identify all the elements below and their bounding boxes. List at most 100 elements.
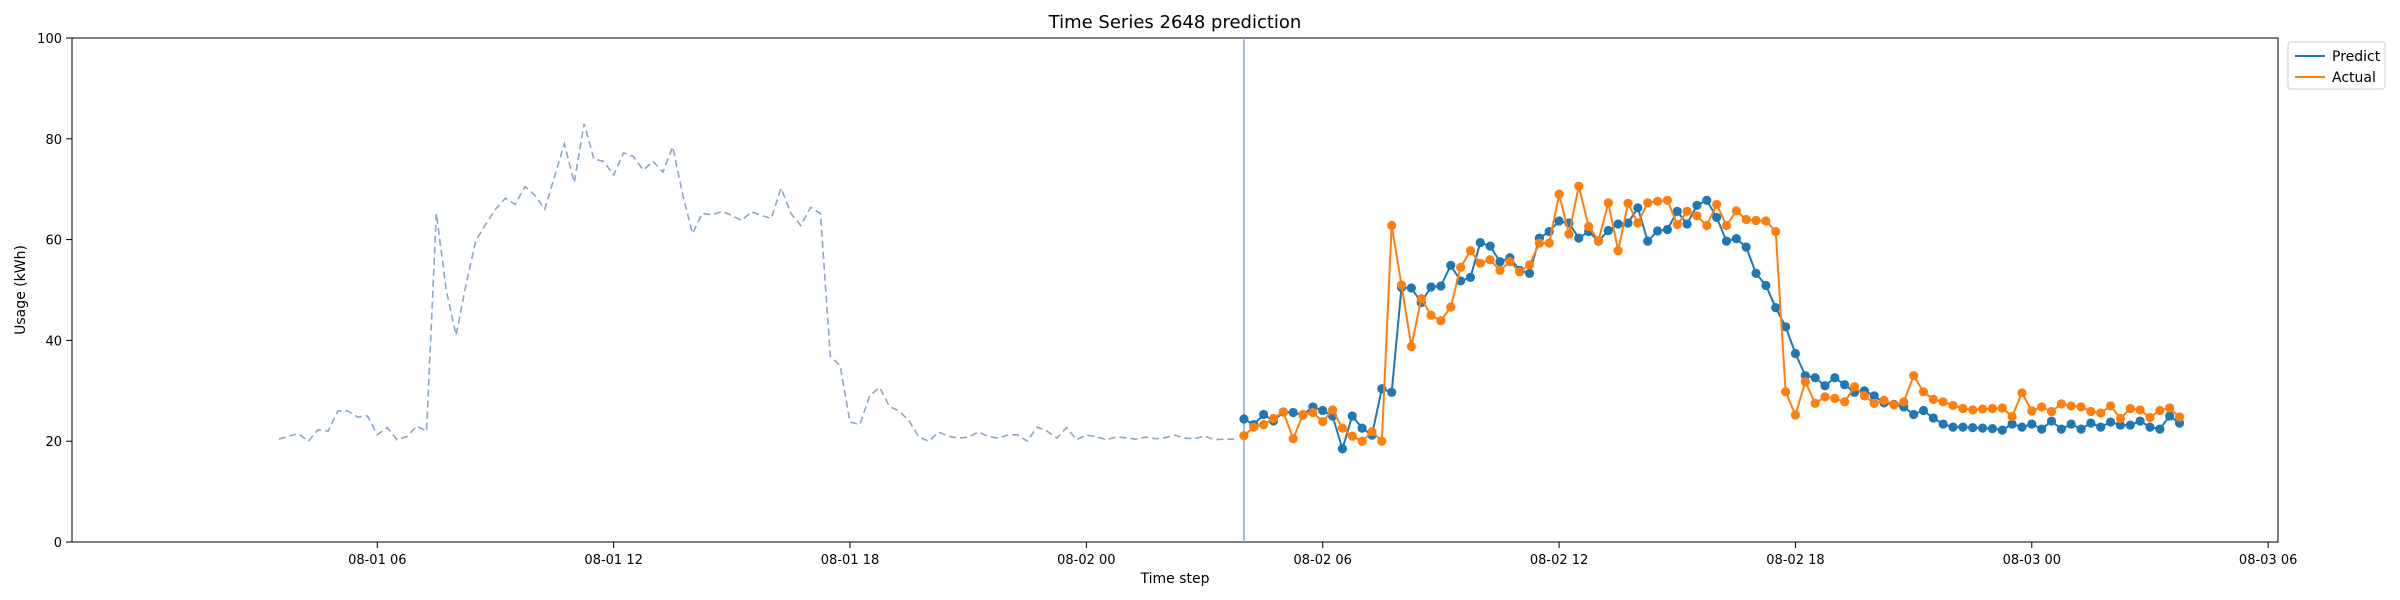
- data-point-predict: [1958, 422, 1968, 432]
- data-point-actual: [1426, 310, 1436, 320]
- data-point-predict: [1288, 407, 1298, 418]
- data-point-actual: [1544, 238, 1554, 248]
- data-point-predict: [1574, 233, 1584, 243]
- data-point-actual: [1682, 206, 1692, 216]
- data-point-predict: [2115, 420, 2126, 430]
- data-point-predict: [1751, 268, 1761, 278]
- data-point-predict: [1623, 218, 1633, 228]
- data-point-predict: [1869, 391, 1879, 401]
- data-point-actual: [1495, 265, 1505, 275]
- data-point-actual: [1475, 258, 1485, 268]
- x-tick-label: 08-01 06: [348, 553, 406, 568]
- data-point-predict: [1968, 422, 1978, 433]
- y-tick-label: 20: [45, 435, 62, 450]
- data-point-actual: [1751, 215, 1761, 226]
- data-point-actual: [1977, 404, 1988, 414]
- x-tick-label: 08-02 00: [1057, 553, 1115, 568]
- y-tick-label: 100: [37, 32, 62, 47]
- y-tick-label: 40: [45, 334, 62, 349]
- data-point-predict: [1662, 224, 1673, 235]
- legend-actual-label: Actual: [2332, 70, 2376, 86]
- data-point-actual: [1692, 211, 1702, 221]
- data-point-actual: [1367, 427, 1377, 437]
- data-point-actual: [2165, 403, 2175, 413]
- data-point-predict: [1347, 411, 1357, 421]
- data-point-predict: [2145, 422, 2155, 432]
- x-tick-label: 08-01 12: [584, 553, 642, 568]
- data-point-predict: [1436, 281, 1446, 291]
- data-point-actual: [1840, 397, 1850, 407]
- data-point-actual: [1416, 293, 1426, 304]
- data-point-actual: [1377, 436, 1387, 446]
- data-point-actual: [2017, 388, 2027, 398]
- data-point-actual: [1849, 382, 1860, 392]
- data-point-actual: [1672, 219, 1682, 230]
- data-point-predict: [1938, 419, 1948, 429]
- data-point-predict: [1721, 236, 1732, 246]
- data-point-predict: [1406, 283, 1416, 293]
- data-point-actual: [2007, 411, 2017, 422]
- data-point-predict: [2165, 411, 2175, 421]
- data-point-predict: [2135, 416, 2145, 426]
- data-point-predict: [1948, 422, 1958, 432]
- chart-title: Time Series 2648 prediction: [1048, 12, 1302, 33]
- data-point-actual: [1918, 387, 1929, 397]
- data-point-actual: [1958, 403, 1968, 414]
- data-point-actual: [1327, 405, 1338, 415]
- plot-area: [71, 37, 2279, 543]
- data-point-actual: [1633, 218, 1643, 228]
- data-point-actual: [1712, 199, 1722, 209]
- data-point-actual: [1790, 410, 1801, 420]
- data-point-actual: [1308, 407, 1318, 418]
- data-point-actual: [1938, 397, 1948, 407]
- data-point-actual: [1741, 214, 1751, 225]
- data-point-actual: [1771, 226, 1781, 237]
- data-point-actual: [2076, 402, 2086, 412]
- data-point-actual: [2086, 406, 2096, 417]
- data-point-actual: [1347, 431, 1357, 441]
- data-point-actual: [2096, 408, 2106, 418]
- data-point-predict: [1820, 381, 1830, 391]
- data-point-actual: [1396, 280, 1407, 290]
- data-point-actual: [2046, 406, 2057, 417]
- data-point-actual: [1869, 398, 1879, 408]
- data-point-actual: [1780, 387, 1791, 397]
- data-point-actual: [1259, 419, 1269, 430]
- data-point-predict: [1337, 444, 1348, 454]
- data-point-actual: [1465, 246, 1476, 256]
- data-point-actual: [1524, 260, 1535, 270]
- data-point-actual: [2115, 413, 2126, 424]
- data-point-predict: [1987, 424, 1997, 434]
- data-point-predict: [2007, 419, 2017, 429]
- data-point-predict: [1741, 242, 1751, 252]
- data-point-predict: [1603, 225, 1613, 236]
- data-point-actual: [1613, 246, 1623, 256]
- data-point-predict: [1840, 380, 1850, 390]
- plot-frame: [71, 37, 2279, 543]
- data-point-predict: [1682, 219, 1692, 229]
- data-point-actual: [1830, 393, 1840, 403]
- data-point-actual: [1436, 316, 1446, 326]
- data-point-predict: [1830, 373, 1840, 383]
- data-point-predict: [1524, 268, 1535, 278]
- y-tick-label: 0: [54, 536, 62, 551]
- data-point-actual: [1456, 262, 1466, 272]
- data-point-predict: [1357, 423, 1367, 433]
- data-point-actual: [1810, 398, 1820, 408]
- data-point-predict: [1918, 405, 1929, 416]
- data-point-actual: [1623, 198, 1633, 208]
- data-point-actual: [1357, 436, 1367, 446]
- data-point-predict: [2105, 417, 2116, 427]
- data-point-predict: [1446, 260, 1456, 270]
- x-axis-label: Time step: [1140, 571, 1210, 587]
- data-point-actual: [1899, 397, 1909, 407]
- data-point-predict: [1672, 206, 1682, 216]
- data-point-actual: [1288, 434, 1298, 444]
- data-point-predict: [1495, 257, 1505, 267]
- data-point-predict: [1652, 226, 1663, 236]
- data-point-predict: [1485, 241, 1495, 251]
- data-point-actual: [1406, 341, 1416, 352]
- data-point-predict: [1465, 272, 1476, 282]
- data-point-actual: [1337, 423, 1348, 433]
- x-tick-label: 08-03 00: [2003, 553, 2061, 568]
